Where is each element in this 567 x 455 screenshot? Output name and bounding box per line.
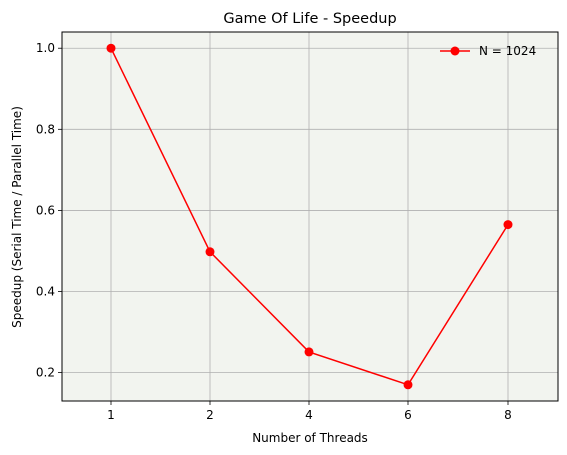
x-axis-label: Number of Threads (252, 431, 368, 445)
data-point (304, 347, 314, 357)
x-tick-label: 6 (404, 408, 412, 422)
data-point (205, 247, 215, 257)
x-tick-label: 1 (107, 408, 115, 422)
legend-marker (450, 46, 460, 56)
ticks: 1 2 4 6 8 0.2 0.4 0.6 0.8 1.0 (36, 41, 512, 422)
y-axis-label: Speedup (Serial Time / Parallel Time) (10, 106, 24, 328)
y-tick-label: 0.8 (36, 122, 55, 136)
y-tick-label: 0.2 (36, 366, 55, 380)
data-point (106, 43, 116, 53)
x-tick-label: 4 (305, 408, 313, 422)
plot-frame (61, 31, 559, 402)
data-point (403, 380, 413, 390)
y-tick-label: 0.4 (36, 285, 55, 299)
plot-area (62, 32, 558, 401)
data-point (503, 220, 513, 230)
legend-label: N = 1024 (479, 44, 536, 58)
y-tick-label: 1.0 (36, 41, 55, 55)
legend: N = 1024 (440, 44, 536, 58)
grid (62, 32, 558, 401)
y-tick-label: 0.6 (36, 203, 55, 217)
chart-title: Game Of Life - Speedup (223, 11, 396, 27)
series-layer (106, 43, 513, 390)
x-tick-label: 8 (504, 408, 512, 422)
x-tick-label: 2 (206, 408, 214, 422)
